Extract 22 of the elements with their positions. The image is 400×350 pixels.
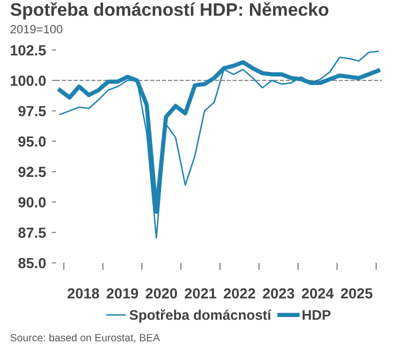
x-tick-label: 2019 (106, 288, 138, 299)
source-note: Source: based on Eurostat, BEA (10, 334, 160, 343)
legend-label: Spotřeba domácností (130, 309, 272, 323)
x-tick-label: 2018 (68, 288, 100, 299)
x-tick-label: 2020 (146, 288, 178, 299)
x-tick-label: 2025 (340, 288, 372, 299)
x-tick-label: 2023 (262, 288, 294, 299)
chart-title: Spotřeba domácností HDP: Německo (10, 2, 328, 20)
x-tick-label: 2021 (184, 288, 216, 299)
x-tick-label: 2024 (302, 288, 334, 299)
y-tick-label: 92.5 (18, 166, 46, 178)
y-tick-label: 85.0 (18, 258, 46, 268)
legend-label: HDP (302, 310, 331, 320)
y-tick-label: 87.5 (18, 228, 46, 238)
y-tick-label: 102.5 (10, 45, 46, 56)
y-tick-label: 95.0 (18, 136, 46, 147)
line-series (59, 50, 379, 239)
chart-subtitle: 2019=100 (10, 25, 62, 34)
y-tick-label: 97.5 (18, 106, 46, 116)
y-tick-label: 100.0 (10, 76, 46, 86)
y-tick-label: 90.0 (18, 197, 46, 208)
x-tick-label: 2022 (224, 288, 256, 299)
